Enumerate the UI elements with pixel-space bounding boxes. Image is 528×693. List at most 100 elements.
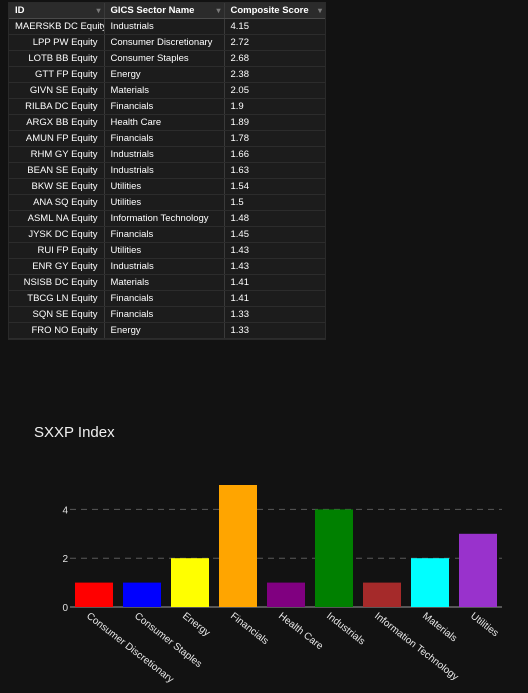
table-row[interactable]: RILBA DC Equity Financials 1.9 [9, 98, 325, 115]
cell-score: 1.33 [224, 306, 325, 323]
results-grid: ID ▾ GICS Sector Name ▾ Composite Score ▾ M… [8, 2, 326, 340]
cell-score: 1.89 [224, 114, 325, 131]
cell-score: 1.41 [224, 274, 325, 291]
x-tick-label: Health Care [276, 611, 325, 653]
bar-industrials [315, 509, 353, 607]
cell-sector: Financials [104, 306, 225, 323]
cell-id: ANA SQ Equity [9, 194, 105, 211]
x-tick-label: Utilities [468, 611, 500, 640]
table-row[interactable]: FRO NO Equity Energy 1.33 [9, 322, 325, 339]
cell-sector: Materials [104, 82, 225, 99]
table-row[interactable]: ARGX BB Equity Health Care 1.89 [9, 114, 325, 131]
sort-icon[interactable]: ▾ [317, 6, 322, 15]
x-tick-label: Financials [228, 611, 270, 647]
table-row[interactable]: BKW SE Equity Utilities 1.54 [9, 178, 325, 195]
bar-materials [411, 558, 449, 607]
cell-sector: Industrials [104, 146, 225, 163]
cell-sector: Financials [104, 98, 225, 115]
cell-id: RILBA DC Equity [9, 98, 105, 115]
cell-id: BKW SE Equity [9, 178, 105, 195]
column-header-sector[interactable]: GICS Sector Name ▾ [104, 3, 225, 19]
cell-score: 2.68 [224, 50, 325, 67]
cell-sector: Utilities [104, 194, 225, 211]
cell-score: 1.9 [224, 98, 325, 115]
cell-score: 4.15 [224, 18, 325, 35]
cell-id: SQN SE Equity [9, 306, 105, 323]
y-tick-label: 4 [62, 505, 68, 516]
cell-id: LPP PW Equity [9, 34, 105, 51]
cell-sector: Information Technology [104, 210, 225, 227]
column-header-score[interactable]: Composite Score ▾ [224, 3, 325, 19]
bar-utilities [459, 533, 497, 607]
y-tick-label: 2 [62, 554, 68, 565]
column-header-id[interactable]: ID ▾ [9, 3, 105, 19]
results-table: ID ▾ GICS Sector Name ▾ Composite Score ▾ M… [9, 3, 325, 339]
table-row[interactable]: JYSK DC Equity Financials 1.45 [9, 226, 325, 243]
cell-id: AMUN FP Equity [9, 130, 105, 147]
table-row[interactable]: ASML NA Equity Information Technology 1.48 [9, 210, 325, 227]
cell-score: 2.38 [224, 66, 325, 83]
cell-id: GTT FP Equity [9, 66, 105, 83]
sort-icon[interactable]: ▾ [96, 6, 101, 15]
bar-consumer-discretionary [75, 582, 113, 607]
cell-score: 2.72 [224, 34, 325, 51]
cell-id: MAERSKB DC Equity [9, 18, 105, 35]
cell-score: 1.43 [224, 258, 325, 275]
cell-id: ARGX BB Equity [9, 114, 105, 131]
bar-energy [171, 558, 209, 607]
sort-icon[interactable]: ▾ [216, 6, 221, 15]
cell-id: NSISB DC Equity [9, 274, 105, 291]
table-row[interactable]: LPP PW Equity Consumer Discretionary 2.72 [9, 34, 325, 51]
cell-score: 1.63 [224, 162, 325, 179]
chart-title: SXXP Index [34, 424, 115, 441]
table-row[interactable]: RUI FP Equity Utilities 1.43 [9, 242, 325, 259]
cell-sector: Industrials [104, 258, 225, 275]
cell-id: FRO NO Equity [9, 322, 105, 339]
cell-id: RUI FP Equity [9, 242, 105, 259]
cell-sector: Utilities [104, 242, 225, 259]
cell-sector: Utilities [104, 178, 225, 195]
cell-score: 1.45 [224, 226, 325, 243]
x-tick-label: Materials [420, 611, 459, 645]
cell-id: TBCG LN Equity [9, 290, 105, 307]
cell-sector: Health Care [104, 114, 225, 131]
bar-financials [219, 485, 257, 607]
x-tick-label: Industrials [324, 611, 367, 648]
cell-sector: Financials [104, 130, 225, 147]
table-row[interactable]: RHM GY Equity Industrials 1.66 [9, 146, 325, 163]
cell-score: 1.41 [224, 290, 325, 307]
x-tick-label: Energy [180, 611, 212, 639]
cell-id: RHM GY Equity [9, 146, 105, 163]
cell-score: 1.78 [224, 130, 325, 147]
cell-sector: Consumer Discretionary [104, 34, 225, 51]
x-tick-label: Consumer Discretionary [84, 611, 175, 686]
bar-consumer-staples [123, 582, 161, 607]
cell-sector: Financials [104, 290, 225, 307]
table-row[interactable]: BEAN SE Equity Industrials 1.63 [9, 162, 325, 179]
table-row[interactable]: MAERSKB DC Equity Industrials 4.15 [9, 18, 325, 35]
table-row[interactable]: SQN SE Equity Financials 1.33 [9, 306, 325, 323]
cell-id: BEAN SE Equity [9, 162, 105, 179]
cell-score: 1.5 [224, 194, 325, 211]
table-row[interactable]: NSISB DC Equity Materials 1.41 [9, 274, 325, 291]
cell-score: 2.05 [224, 82, 325, 99]
cell-id: GIVN SE Equity [9, 82, 105, 99]
cell-id: LOTB BB Equity [9, 50, 105, 67]
cell-score: 1.43 [224, 242, 325, 259]
table-row[interactable]: LOTB BB Equity Consumer Staples 2.68 [9, 50, 325, 67]
table-row[interactable]: GIVN SE Equity Materials 2.05 [9, 82, 325, 99]
table-row[interactable]: ANA SQ Equity Utilities 1.5 [9, 194, 325, 211]
table-row[interactable]: GTT FP Equity Energy 2.38 [9, 66, 325, 83]
x-tick-label: Information Technology [372, 611, 460, 683]
cell-score: 1.54 [224, 178, 325, 195]
cell-sector: Financials [104, 226, 225, 243]
cell-id: ENR GY Equity [9, 258, 105, 275]
cell-sector: Industrials [104, 162, 225, 179]
header-row: ID ▾ GICS Sector Name ▾ Composite Score ▾ [9, 3, 325, 19]
table-row[interactable]: AMUN FP Equity Financials 1.78 [9, 130, 325, 147]
cell-sector: Materials [104, 274, 225, 291]
bar-health-care [267, 582, 305, 607]
table-row[interactable]: ENR GY Equity Industrials 1.43 [9, 258, 325, 275]
table-row[interactable]: TBCG LN Equity Financials 1.41 [9, 290, 325, 307]
